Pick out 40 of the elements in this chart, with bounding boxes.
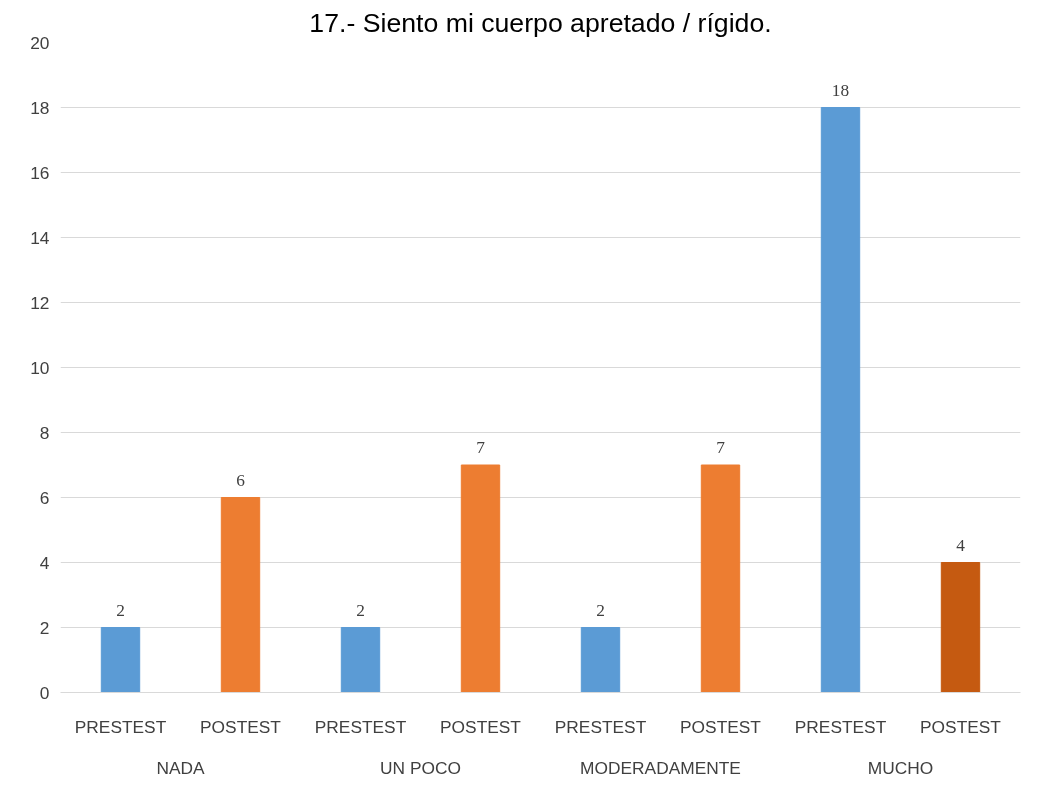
bar [580, 627, 621, 693]
y-tick-label: 4 [39, 552, 50, 573]
bar [340, 627, 381, 693]
text: POSTEST [920, 716, 1001, 737]
bar [460, 464, 501, 693]
y-tick-label: 10 [30, 357, 50, 378]
bar [700, 464, 741, 693]
y-tick-label: 2 [39, 617, 50, 638]
data-label: 2 [116, 600, 125, 620]
text: POSTEST [680, 716, 761, 737]
data-label: 6 [236, 470, 246, 490]
series-label: PRESTEST [74, 716, 167, 737]
y-tick-label: 20 [30, 32, 50, 53]
text: PRESTEST [794, 716, 887, 737]
x-tick-label: UN POCO [380, 757, 461, 778]
bar [100, 627, 141, 693]
y-tick-label: 16 [30, 162, 50, 183]
data-label: 2 [596, 600, 605, 620]
y-tick-label: 0 [39, 682, 50, 703]
x-tick-label: NADA [156, 757, 206, 778]
bar [940, 562, 981, 693]
data-label: 18 [831, 80, 850, 100]
bar [220, 497, 261, 693]
data-label: 7 [716, 438, 726, 457]
y-tick-label: 6 [39, 487, 50, 508]
y-tick-label: 14 [30, 227, 50, 248]
y-tick-label: 8 [39, 422, 50, 443]
data-label: 2 [356, 600, 365, 620]
x-tick-label: MODERADAMENTE [580, 757, 741, 778]
chart-title: 17.- Siento mi cuerpo apretado / rígido. [309, 7, 772, 38]
text: PRESTEST [314, 716, 407, 737]
y-tick-label: 12 [30, 292, 50, 313]
text: POSTEST [440, 716, 521, 737]
data-label: 4 [956, 535, 966, 555]
series-label: POSTEST [200, 716, 282, 737]
bar [820, 107, 861, 693]
y-tick-label: 18 [30, 97, 50, 118]
data-label: 7 [476, 438, 486, 457]
x-tick-label: MUCHO [867, 757, 934, 778]
text: PRESTEST [554, 716, 647, 737]
